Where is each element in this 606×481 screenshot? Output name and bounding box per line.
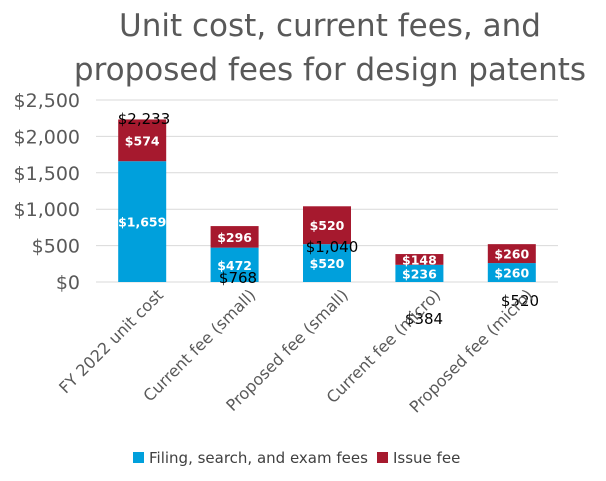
bar-segment [210, 226, 259, 248]
data-labels: $1,659 $574 $472 $296 $520 $520 $236$148 $260 $2… [118, 110, 539, 328]
legend-label: Filing, search, and exam fees [149, 449, 368, 467]
segment-value-label: $296 [217, 230, 252, 245]
segment-value-label: $148 [402, 252, 437, 267]
total-value-label: $384 [405, 310, 443, 328]
total-value-label: $768 [219, 269, 257, 287]
segment-value-label: $520 [310, 256, 345, 271]
segment-value-label: $260 [494, 266, 529, 281]
legend: Filing, search, and exam fees Issue fee [133, 449, 460, 467]
bar-segment [395, 264, 444, 282]
segment-value-label: $520 [310, 218, 345, 233]
bar-segment [210, 247, 259, 282]
bar-segment [487, 244, 536, 264]
segment-value-label: $260 [494, 247, 529, 262]
segment-value-label: $236 [402, 266, 437, 281]
segment-value-label: $574 [125, 133, 160, 148]
bar-segment [303, 206, 351, 245]
total-value-label: $1,040 [306, 238, 359, 256]
legend-swatch [377, 452, 388, 463]
bar-segment [118, 161, 167, 282]
y-tick-label: $500 [32, 236, 80, 258]
bar-segment [118, 119, 167, 162]
bar-segment [487, 263, 536, 282]
y-tick-label: $1,500 [14, 163, 80, 185]
total-value-label: $520 [501, 292, 539, 310]
y-tick-label: $2,500 [14, 90, 80, 112]
bars [118, 119, 536, 282]
bar-segment [303, 244, 351, 282]
bar-segment [395, 254, 444, 265]
segment-value-label: $472 [217, 258, 252, 273]
segment-value-label: $1,659 [118, 215, 166, 230]
y-axis-ticks: $0 $500 $1,000 $1,500 $2,000 $2,500 [14, 90, 80, 294]
y-tick-label: $2,000 [14, 126, 80, 148]
y-tick-label: $1,000 [14, 199, 80, 221]
y-tick-label: $0 [56, 272, 80, 294]
total-value-label: $2,233 [118, 110, 171, 128]
legend-swatch [133, 452, 144, 463]
legend-label: Issue fee [393, 449, 460, 467]
chart-title-line-1: Unit cost, current fees, and [119, 8, 541, 44]
chart-title-line-2: proposed fees for design patents [74, 52, 586, 88]
